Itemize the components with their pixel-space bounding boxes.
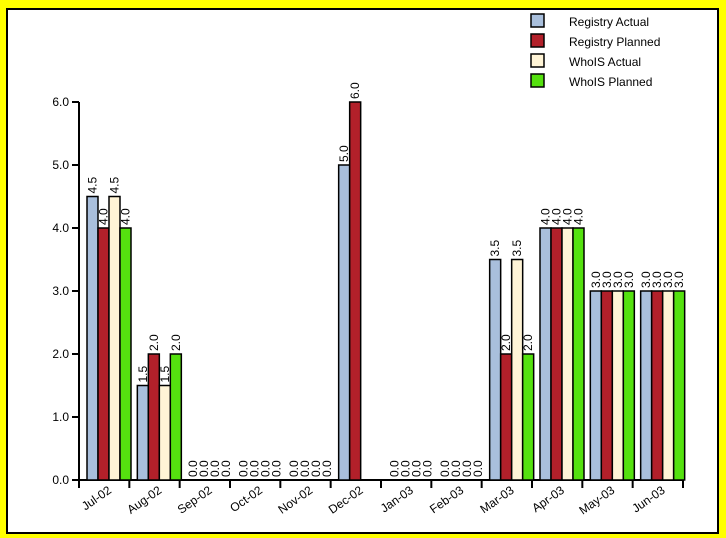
data-label: 3.0: [622, 271, 636, 288]
data-label: 3.0: [589, 271, 603, 288]
data-label: 0.0: [237, 460, 251, 477]
y-tick-label: 3.0: [52, 284, 69, 298]
bar-registry-actual: [589, 290, 603, 481]
data-label: 3.0: [661, 271, 675, 288]
x-tick-label: Aug-02: [124, 483, 164, 517]
bar-whois-planned: [119, 227, 132, 481]
bar-registry-planned: [600, 290, 614, 481]
data-label: 0.0: [421, 460, 435, 477]
x-tick-label: Jan-03: [378, 483, 416, 516]
data-label: 2.0: [499, 334, 513, 351]
bar-registry-actual: [136, 384, 150, 481]
data-label: 6.0: [348, 82, 362, 99]
bar-whois-actual: [158, 384, 172, 481]
x-tick-label: Jun-03: [629, 483, 667, 516]
data-label: 0.0: [471, 460, 485, 477]
x-tick-label: Dec-02: [326, 483, 366, 517]
bar-whois-actual: [510, 258, 524, 481]
bar-whois-actual: [611, 290, 625, 481]
data-label: 2.0: [169, 334, 183, 351]
bar-whois-actual: [561, 227, 574, 481]
bar-registry-planned: [550, 227, 563, 481]
y-tick-label: 2.0: [52, 347, 69, 361]
data-label: 3.0: [639, 271, 653, 288]
legend-label: WhoIS Actual: [569, 55, 641, 69]
data-label: 0.0: [208, 460, 222, 477]
bar-whois-actual: [108, 195, 121, 481]
legend-label: Registry Actual: [569, 15, 649, 29]
legend-label: WhoIS Planned: [569, 75, 652, 89]
bar-whois-planned: [622, 290, 636, 481]
bar-whois-planned: [169, 353, 183, 481]
bar-whois-planned: [572, 227, 585, 481]
data-label: 1.5: [158, 365, 172, 382]
bar-registry-actual: [337, 164, 351, 481]
data-label: 0.0: [399, 460, 413, 477]
data-label: 0.0: [460, 460, 474, 477]
data-label: 0.0: [248, 460, 262, 477]
data-label: 0.0: [320, 460, 334, 477]
data-label: 4.5: [108, 176, 122, 193]
data-label: 0.0: [298, 460, 312, 477]
legend-swatch: [530, 73, 545, 88]
bar-whois-actual: [661, 290, 675, 481]
data-label: 0.0: [197, 460, 211, 477]
data-label: 0.0: [388, 460, 402, 477]
legend-label: Registry Planned: [569, 35, 660, 49]
bar-registry-planned: [97, 227, 110, 481]
x-tick-label: Apr-03: [529, 483, 567, 515]
data-label: 5.0: [337, 145, 351, 162]
bar-registry-actual: [539, 227, 552, 481]
data-label: 4.0: [539, 208, 553, 225]
legend-swatch: [530, 33, 545, 48]
data-label: 0.0: [259, 460, 273, 477]
data-label: 3.0: [600, 271, 614, 288]
data-label: 4.0: [119, 208, 133, 225]
x-tick-label: Oct-02: [227, 483, 265, 515]
data-label: 0.0: [438, 460, 452, 477]
y-tick-label: 1.0: [52, 410, 69, 424]
data-label: 4.0: [561, 208, 575, 225]
bar-registry-actual: [86, 195, 99, 481]
bar-registry-planned: [499, 353, 513, 481]
data-label: 2.0: [147, 334, 161, 351]
data-label: 4.0: [550, 208, 564, 225]
legend-swatch: [530, 13, 545, 28]
data-label: 4.0: [97, 208, 111, 225]
data-label: 3.5: [510, 239, 524, 256]
bar-registry-planned: [348, 101, 362, 481]
data-label: 0.0: [186, 460, 200, 477]
y-tick-label: 0.0: [52, 473, 69, 487]
bar-registry-actual: [488, 258, 502, 481]
bar-registry-actual: [639, 290, 653, 481]
data-label: 1.5: [136, 365, 150, 382]
data-label: 0.0: [287, 460, 301, 477]
bar-whois-planned: [521, 353, 535, 481]
data-label: 0.0: [449, 460, 463, 477]
data-label: 3.0: [611, 271, 625, 288]
data-label: 0.0: [309, 460, 323, 477]
data-label: 0.0: [410, 460, 424, 477]
data-label: 3.5: [488, 239, 502, 256]
data-label: 3.0: [672, 271, 686, 288]
data-label: 2.0: [521, 334, 535, 351]
x-tick-label: Jul-02: [79, 483, 114, 513]
data-label: 0.0: [270, 460, 284, 477]
x-tick-label: Nov-02: [275, 483, 315, 517]
data-label: 0.0: [219, 460, 233, 477]
bar-whois-planned: [672, 290, 686, 481]
y-tick-label: 6.0: [52, 95, 69, 109]
data-label: 4.5: [86, 176, 100, 193]
bar-registry-planned: [650, 290, 664, 481]
legend-swatch: [530, 53, 545, 68]
y-tick-label: 5.0: [52, 158, 69, 172]
x-tick-label: Sep-02: [175, 483, 215, 517]
y-tick-label: 4.0: [52, 221, 69, 235]
x-tick-label: Feb-03: [427, 483, 466, 516]
x-tick-label: Mar-03: [477, 483, 516, 516]
data-label: 4.0: [572, 208, 586, 225]
data-label: 3.0: [650, 271, 664, 288]
